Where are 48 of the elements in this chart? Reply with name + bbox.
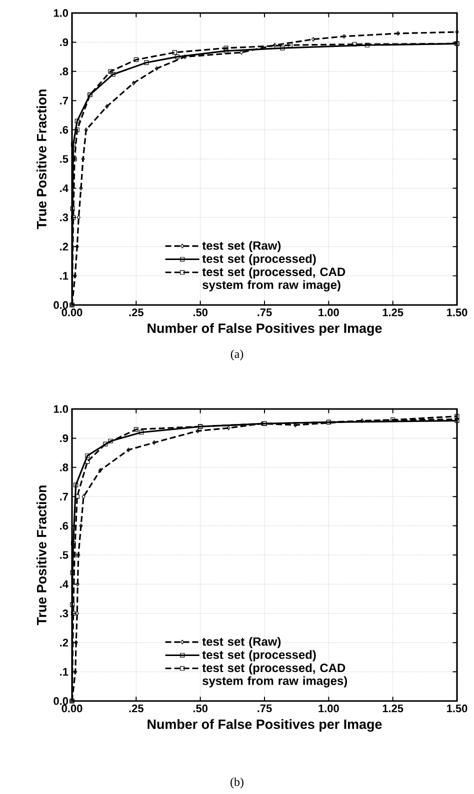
x-tick-label: 1.25: [382, 308, 404, 316]
y-tick-label: .5: [60, 551, 68, 559]
y-tick-label: .9: [60, 434, 68, 442]
x-axis-title: Number of False Positives per Image: [148, 323, 382, 336]
y-tick-label: .2: [60, 242, 68, 250]
x-tick-label: .50: [193, 308, 208, 316]
x-tick-label: .75: [258, 308, 272, 316]
x-tick-label: 1.50: [447, 704, 468, 712]
legend-label: test set (processed, CAD system from raw images): [202, 663, 348, 688]
y-tick-label: .4: [60, 580, 68, 588]
y-tick-label: .3: [60, 610, 68, 618]
x-tick-label: 1.00: [318, 704, 339, 712]
y-tick-label: .4: [60, 184, 68, 192]
y-tick-label: 1.0: [54, 405, 68, 413]
y-tick-label: 1.0: [54, 9, 68, 17]
y-tick-label: .6: [60, 522, 68, 530]
text: (a): [230, 350, 244, 360]
x-tick-label: .25: [129, 704, 144, 712]
legend-label: test set (processed): [202, 254, 316, 266]
y-tick-label: .2: [60, 638, 68, 646]
x-tick-label: 1.50: [447, 308, 468, 316]
y-tick-label: .5: [60, 155, 68, 163]
y-axis-title: True Positive Fraction: [36, 486, 46, 626]
x-tick-label: 1.00: [318, 308, 339, 316]
y-tick-label: .8: [60, 68, 68, 76]
legend-label: test set (processed): [202, 650, 316, 662]
legend-label: test set (processed, CAD system from raw image): [202, 267, 346, 292]
x-tick-label: 1.25: [382, 704, 404, 712]
y-tick-label: .1: [60, 668, 68, 676]
x-tick-label: .50: [193, 704, 208, 712]
y-tick-label: .9: [60, 38, 68, 46]
x-tick-label: 0.00: [62, 704, 82, 712]
y-tick-label: .8: [60, 464, 68, 472]
x-tick-label: .25: [129, 308, 144, 316]
x-tick-label: 0.00: [62, 308, 82, 316]
legend-label: test set (Raw): [202, 637, 281, 648]
x-axis-title: Number of False Positives per Image: [148, 719, 382, 732]
y-tick-label: .7: [60, 492, 68, 500]
y-tick-label: 0.0: [54, 301, 68, 309]
y-tick-label: 0.0: [54, 697, 68, 705]
y-axis-title: True Positive Fraction: [36, 90, 46, 230]
legend-label: test set (Raw): [202, 241, 281, 252]
text: (b): [230, 778, 244, 788]
y-tick-label: .3: [60, 214, 68, 222]
y-tick-label: .1: [60, 272, 68, 280]
y-tick-label: .6: [60, 126, 68, 134]
y-tick-label: .7: [60, 96, 68, 104]
x-tick-label: .75: [258, 704, 272, 712]
